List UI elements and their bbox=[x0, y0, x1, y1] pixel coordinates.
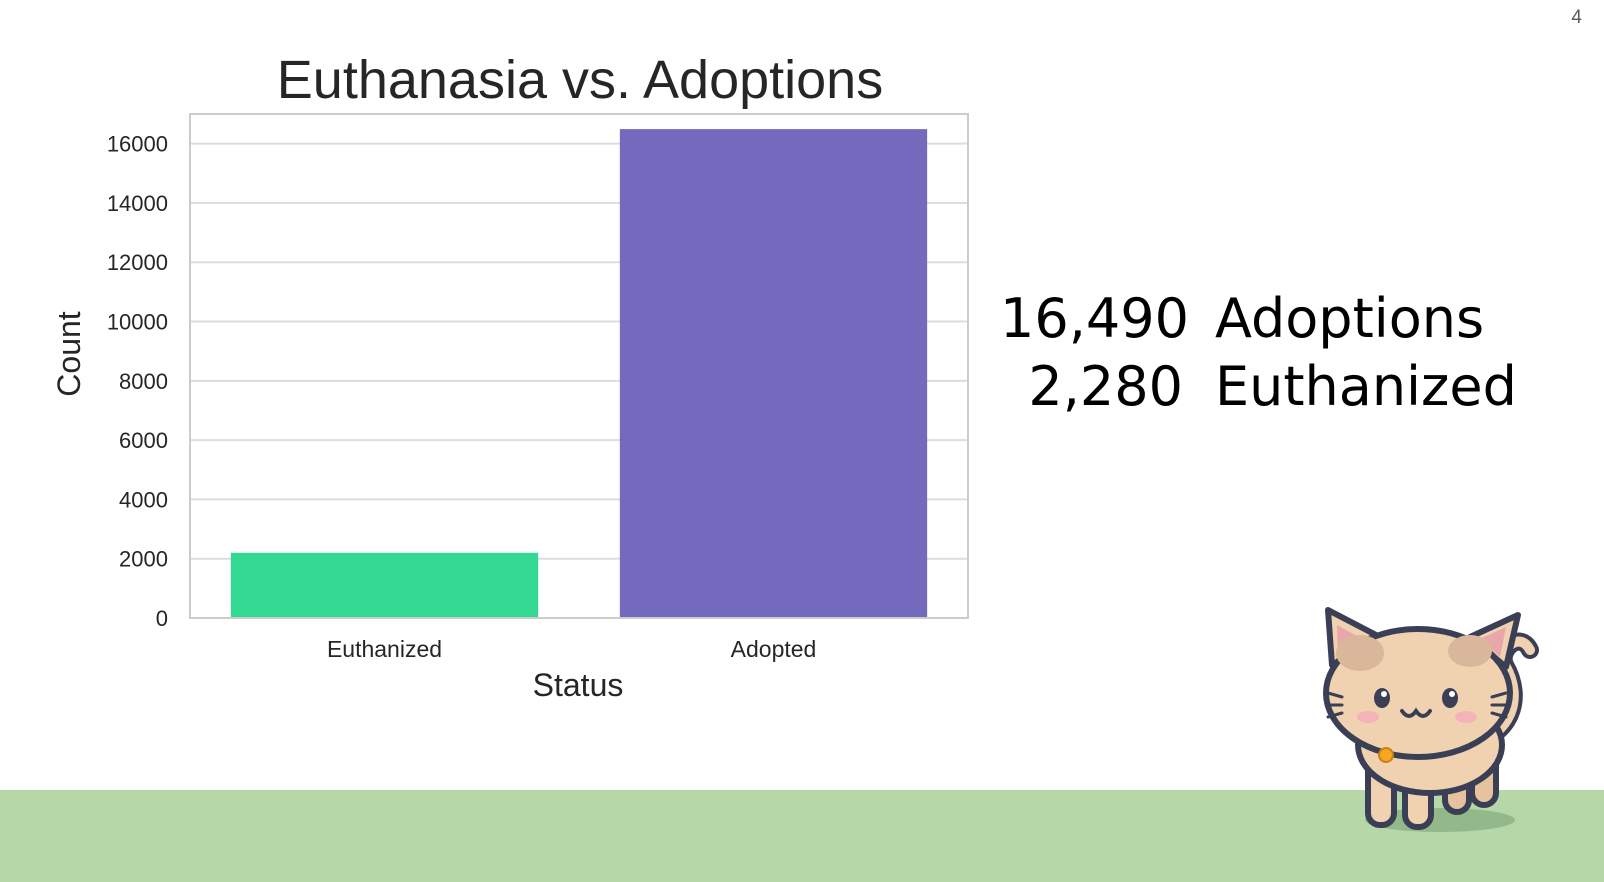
page-number: 4 bbox=[1571, 7, 1582, 28]
plot-frame bbox=[189, 113, 969, 619]
stats-summary: 16,490 Adoptions 2,280 Euthanized bbox=[1000, 285, 1560, 421]
y-tick-label: 12000 bbox=[107, 250, 168, 275]
stat-value-adoptions: 16,490 bbox=[1000, 287, 1189, 350]
y-tick-label: 8000 bbox=[119, 369, 168, 394]
chart-title: Euthanasia vs. Adoptions bbox=[277, 50, 883, 110]
ground-strip bbox=[0, 790, 1604, 882]
y-tick-label: 14000 bbox=[107, 191, 168, 216]
y-axis-label: Count bbox=[51, 311, 87, 397]
cat-illustration bbox=[1323, 607, 1539, 832]
stat-euthanized: 2,280 Euthanized bbox=[1000, 353, 1560, 421]
y-tick-label: 0 bbox=[156, 606, 168, 631]
y-tick-label: 16000 bbox=[107, 132, 168, 157]
stat-label-adoptions: Adoptions bbox=[1215, 287, 1485, 350]
bar-adopted bbox=[619, 129, 928, 618]
x-tick-labels: Euthanized Adopted bbox=[327, 636, 816, 662]
bar-chart: Euthanasia vs. Adoptions 0 2000 4000 6000 80… bbox=[51, 50, 969, 703]
y-tick-label: 2000 bbox=[119, 547, 168, 572]
bar-euthanized bbox=[230, 552, 539, 618]
stat-value-euthanized: 2,280 bbox=[1028, 355, 1183, 418]
x-tick-label: Adopted bbox=[731, 636, 817, 662]
y-tick-label: 4000 bbox=[119, 487, 168, 512]
y-tick-label: 10000 bbox=[107, 310, 168, 335]
x-tick-label: Euthanized bbox=[327, 636, 442, 662]
y-tick-labels: 0 2000 4000 6000 8000 10000 12000 14000 16000 bbox=[107, 132, 168, 631]
bars bbox=[230, 129, 928, 618]
x-axis-label: Status bbox=[533, 667, 624, 703]
stat-adoptions: 16,490 Adoptions bbox=[1000, 285, 1560, 353]
stat-label-euthanized: Euthanized bbox=[1215, 355, 1517, 418]
y-tick-label: 6000 bbox=[119, 428, 168, 453]
